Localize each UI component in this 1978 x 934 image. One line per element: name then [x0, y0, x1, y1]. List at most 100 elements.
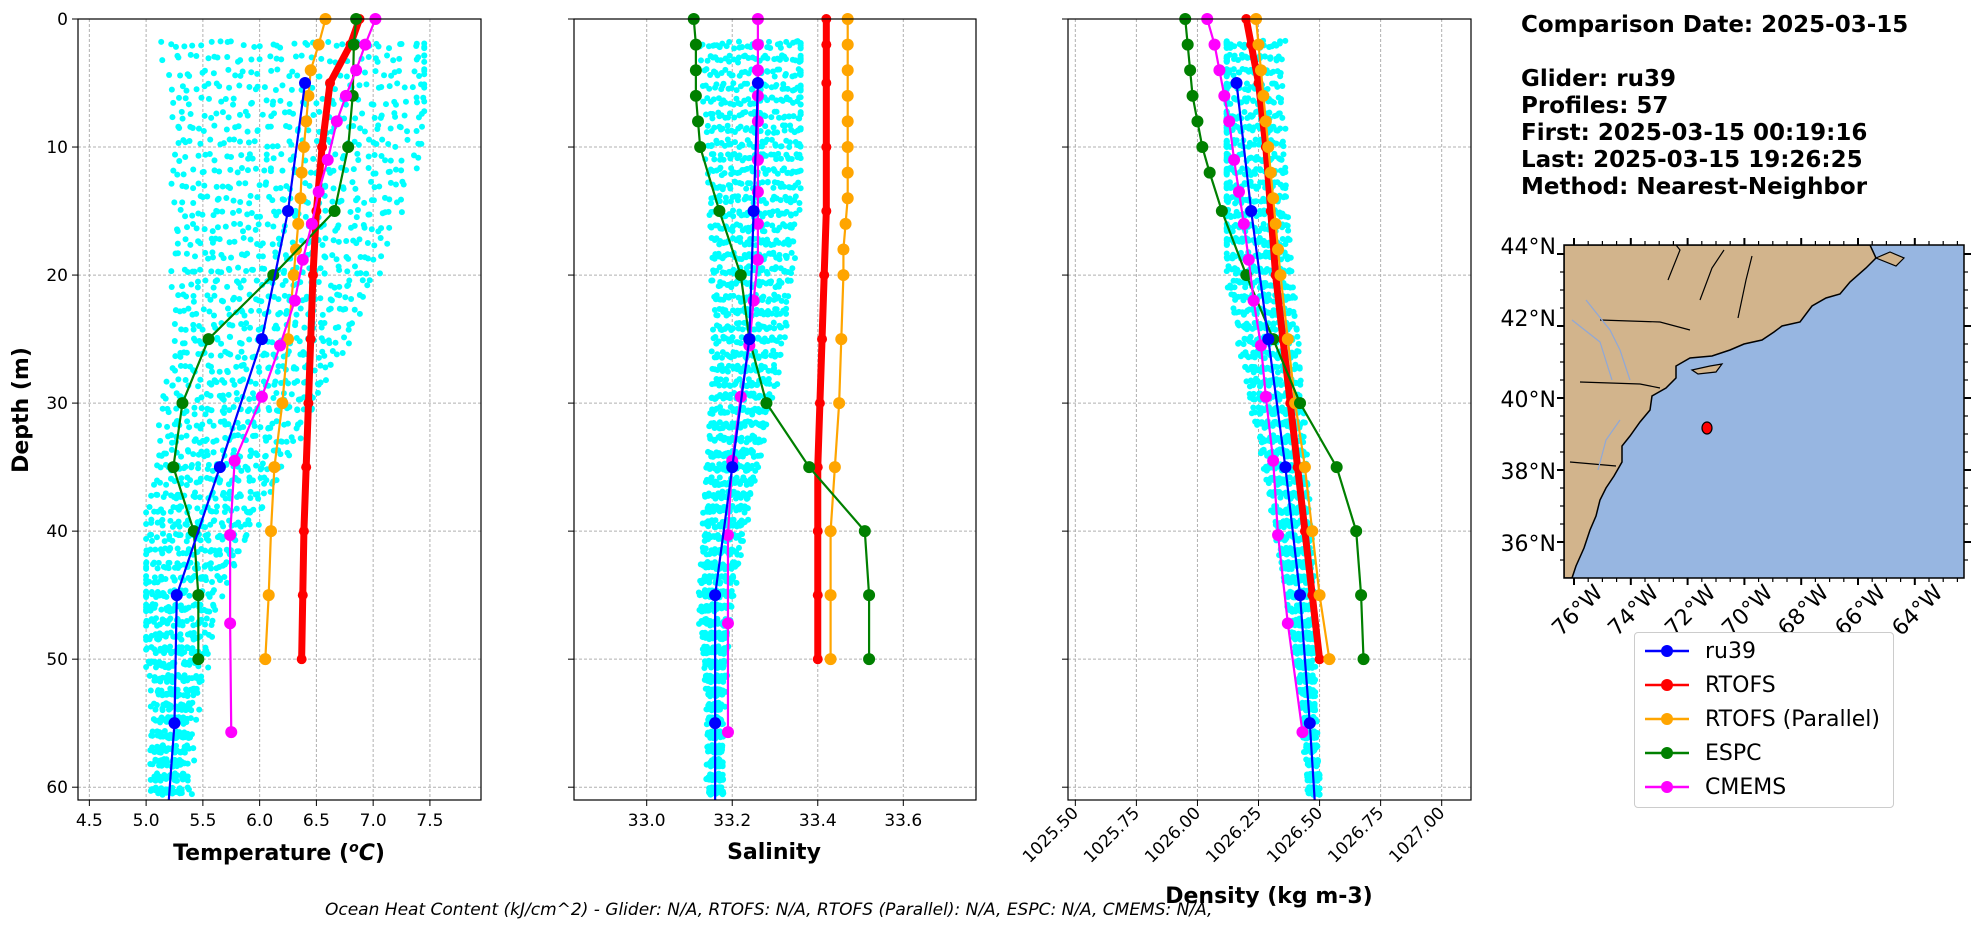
density-glider-point — [1242, 284, 1249, 291]
depth-tick-label: 50 — [46, 650, 68, 670]
temperature-glider-point — [183, 87, 190, 94]
salinity-glider-point — [728, 84, 735, 91]
salinity-glider-point — [762, 123, 769, 130]
salinity-glider-point — [755, 353, 762, 360]
temperature-glider-point — [177, 602, 184, 609]
temperature-glider-point — [187, 715, 194, 722]
salinity-glider-point — [770, 124, 777, 131]
temperature-glider-point — [363, 270, 370, 277]
temperature-glider-point — [174, 560, 181, 567]
temperature-glider-point — [290, 110, 297, 117]
temperature-glider-point — [219, 208, 226, 215]
temperature-xtick-label: 5.0 — [133, 811, 160, 831]
salinity-glider-point — [768, 310, 775, 317]
temperature-glider-point — [154, 565, 161, 572]
temperature-glider-point — [413, 128, 420, 135]
temperature-glider-point — [278, 438, 285, 445]
salinity-glider-point — [797, 155, 804, 162]
salinity-glider-point — [720, 156, 727, 163]
temperature-glider-point — [386, 83, 393, 90]
temperature-glider-point — [166, 71, 173, 78]
temperature-glider-point — [273, 418, 280, 425]
temperature-glider-point — [208, 38, 215, 45]
temperature-glider-point — [158, 38, 165, 45]
salinity-point-rtofs-parallel- — [841, 166, 854, 179]
temperature-glider-point — [190, 185, 197, 192]
temperature-glider-point — [184, 744, 191, 751]
temperature-glider-point — [169, 382, 176, 389]
temperature-glider-point — [298, 52, 305, 59]
temperature-glider-point — [251, 395, 258, 402]
salinity-glider-point — [739, 44, 746, 51]
salinity-glider-point — [774, 381, 781, 388]
temperature-glider-point — [305, 127, 312, 134]
temperature-glider-point — [149, 728, 156, 735]
salinity-point-rtofs — [817, 334, 828, 345]
salinity-glider-point — [785, 293, 792, 300]
salinity-glider-point — [709, 110, 716, 117]
temperature-glider-point — [264, 143, 271, 150]
temperature-glider-point — [321, 319, 328, 326]
salinity-glider-point — [737, 238, 744, 245]
temperature-glider-point — [236, 180, 243, 187]
temperature-glider-point — [254, 70, 261, 77]
temperature-glider-point — [421, 84, 428, 91]
temperature-glider-point — [253, 462, 260, 469]
temperature-glider-point — [368, 178, 375, 185]
temperature-glider-point — [210, 284, 217, 291]
temperature-glider-point — [401, 112, 408, 119]
salinity-panel: 33.0 33.2 33.4 33.6 Salinity — [568, 13, 977, 865]
temperature-glider-point — [387, 125, 394, 132]
temperature-glider-point — [230, 95, 237, 102]
density-glider-point — [1231, 284, 1238, 291]
temperature-glider-point — [201, 226, 208, 233]
temperature-glider-point — [213, 437, 220, 444]
salinity-point-espc — [858, 525, 871, 538]
temperature-glider-point — [248, 209, 255, 216]
salinity-glider-point — [784, 236, 791, 243]
salinity-glider-point — [797, 101, 804, 108]
temperature-glider-point — [265, 425, 272, 432]
salinity-glider-point — [751, 111, 758, 118]
temperature-glider-point — [223, 579, 230, 586]
temperature-glider-point — [211, 292, 218, 299]
temperature-glider-point — [226, 407, 233, 414]
salinity-glider-point — [716, 264, 723, 271]
temperature-glider-point — [168, 86, 175, 93]
salinity-point-rtofs — [819, 270, 830, 281]
salinity-glider-point — [705, 503, 712, 510]
temperature-glider-point — [203, 436, 210, 443]
salinity-glider-point — [729, 72, 736, 79]
depth-tick-label: 60 — [46, 778, 68, 798]
temperature-glider-point — [186, 424, 193, 431]
temperature-glider-point — [321, 270, 328, 277]
salinity-glider-point — [777, 155, 784, 162]
salinity-glider-point — [792, 210, 799, 217]
temperature-glider-point — [172, 353, 179, 360]
temperature-glider-point — [195, 461, 202, 468]
temperature-glider-point — [220, 523, 227, 530]
temperature-glider-point — [179, 283, 186, 290]
salinity-point-rtofs-parallel- — [841, 115, 854, 128]
temperature-glider-point — [143, 559, 150, 566]
temperature-glider-point — [356, 236, 363, 243]
temperature-glider-point — [151, 481, 158, 488]
salinity-glider-point — [721, 170, 728, 177]
temperature-point-rtofs-parallel- — [264, 525, 277, 538]
temperature-glider-point — [413, 94, 420, 101]
temperature-glider-point — [178, 475, 185, 482]
temperature-xtick-label: 4.5 — [76, 811, 103, 831]
temperature-glider-point — [318, 324, 325, 331]
salinity-glider-point — [747, 194, 754, 201]
temperature-glider-point — [304, 41, 311, 48]
temperature-glider-point — [154, 477, 161, 484]
temperature-glider-point — [252, 380, 259, 387]
temperature-glider-point — [205, 80, 212, 87]
temperature-axes-frame — [77, 18, 482, 801]
salinity-glider-point — [786, 195, 793, 202]
temperature-glider-point — [237, 378, 244, 385]
temperature-glider-point — [247, 488, 254, 495]
salinity-glider-point — [776, 251, 783, 258]
salinity-point-rtofs — [821, 142, 832, 153]
temperature-glider-point — [214, 196, 221, 203]
